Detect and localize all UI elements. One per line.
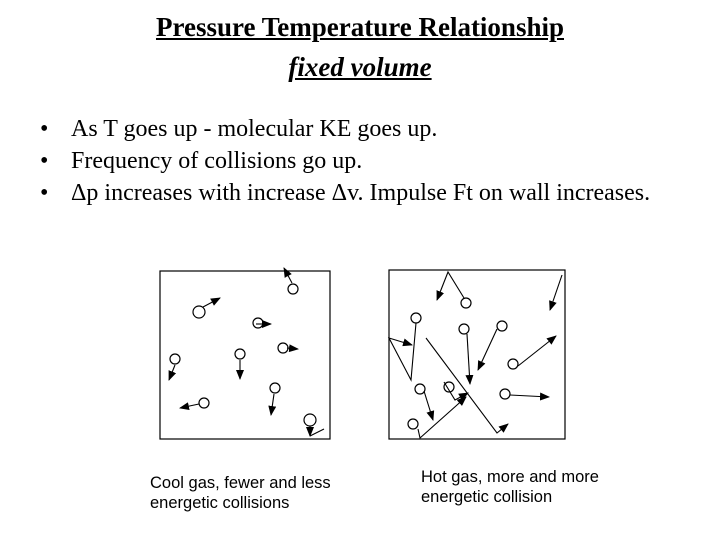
molecule <box>198 397 210 409</box>
cool-gas-box <box>159 270 331 440</box>
cool-gas-caption: Cool gas, fewer and less energetic colli… <box>150 474 331 512</box>
molecule <box>499 388 511 400</box>
bullet-item: Frequency of collisions go up. <box>40 145 680 177</box>
molecule <box>269 382 281 394</box>
bullet-item: Δp increases with increase Δv. Impulse F… <box>40 177 680 209</box>
cool-gas-arrows <box>168 267 325 437</box>
molecule <box>277 342 289 354</box>
slide-subtitle: fixed volume <box>288 52 432 82</box>
molecule <box>407 418 419 430</box>
hot-gas-box <box>388 269 566 440</box>
molecule <box>287 283 299 295</box>
molecule <box>460 297 472 309</box>
molecule <box>303 413 317 427</box>
slide-title: Pressure Temperature Relationship <box>155 12 564 42</box>
molecule <box>507 358 519 370</box>
hot-gas-molecules <box>407 297 519 430</box>
molecule <box>414 383 426 395</box>
hot-gas-caption: Hot gas, more and more energetic collisi… <box>421 468 599 506</box>
bullet-list: As T goes up - molecular KE goes up. Fre… <box>40 113 680 209</box>
molecule <box>169 353 181 365</box>
bullet-item: As T goes up - molecular KE goes up. <box>40 113 680 145</box>
molecule <box>192 305 206 319</box>
molecule <box>410 312 422 324</box>
hot-gas-arrows <box>387 270 563 440</box>
cool-gas-molecules <box>169 283 317 427</box>
molecule <box>234 348 246 360</box>
molecule <box>458 323 470 335</box>
molecule <box>252 317 264 329</box>
molecule <box>443 381 455 393</box>
molecule <box>496 320 508 332</box>
